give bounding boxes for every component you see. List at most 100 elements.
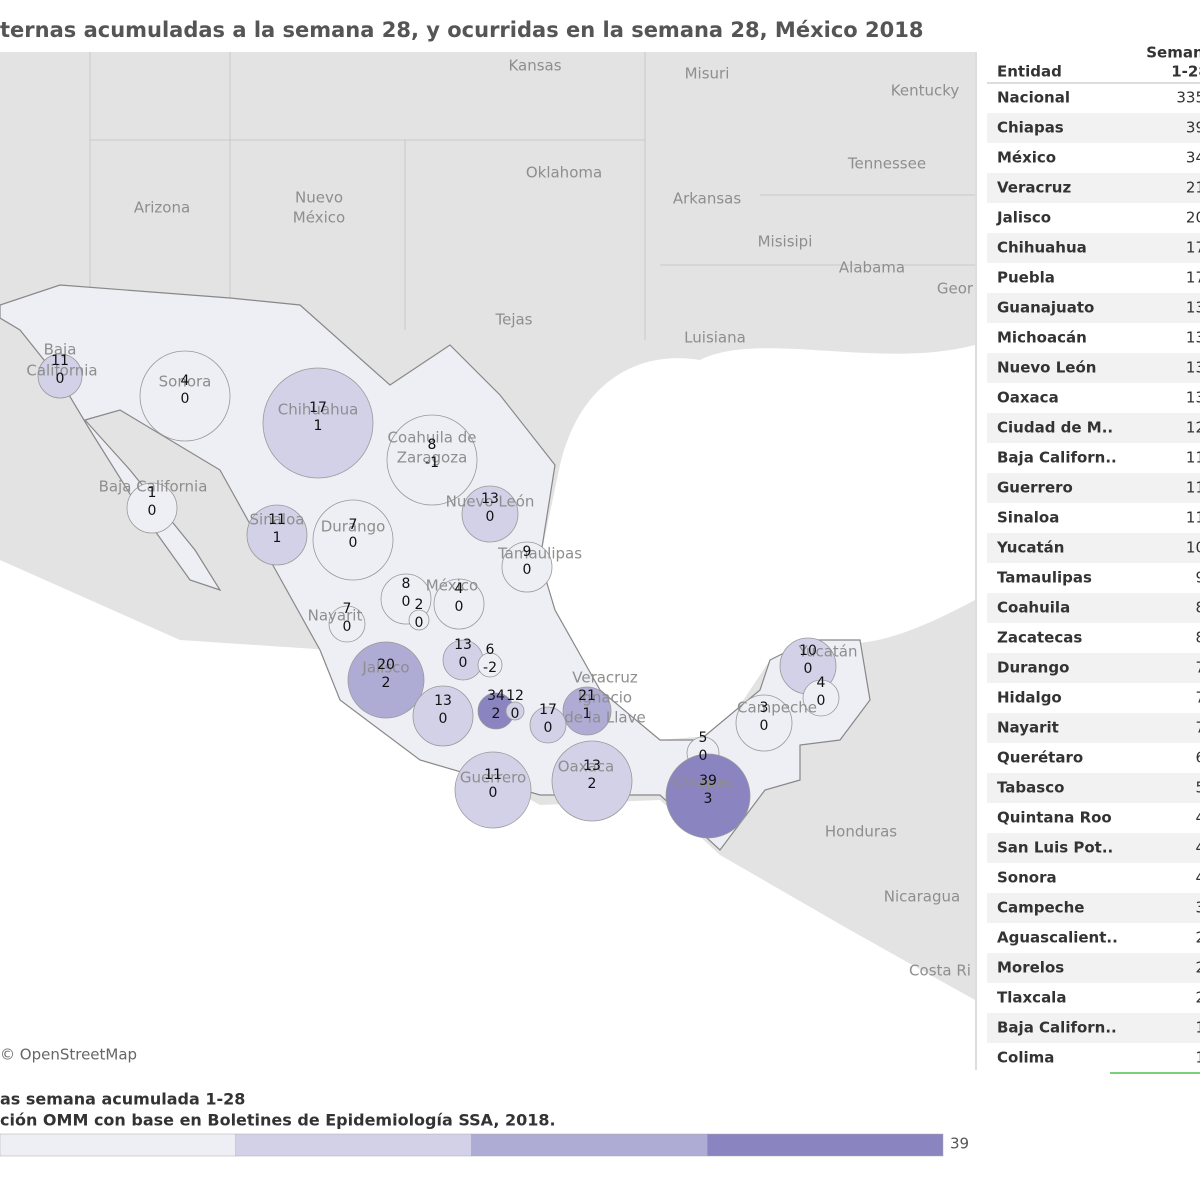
row-bg — [987, 1013, 1200, 1043]
state-week: 0 — [699, 748, 708, 764]
state-week: -2 — [483, 660, 497, 676]
state-week: 0 — [402, 594, 411, 610]
value: 1 — [1195, 1049, 1200, 1067]
state-week: 0 — [148, 503, 157, 519]
place-label: Veracruz — [572, 669, 638, 687]
entidad: Yucatán — [996, 539, 1064, 557]
value: 8 — [1195, 629, 1200, 647]
value: 13 — [1186, 359, 1200, 377]
state — [408, 609, 430, 631]
state-total: 39 — [699, 773, 717, 789]
header: Semana — [1146, 44, 1200, 62]
state-week: 0 — [415, 615, 424, 631]
row-bg — [987, 593, 1200, 623]
state-week: 0 — [523, 562, 532, 578]
value: 13 — [1186, 299, 1200, 317]
state-week: 0 — [544, 720, 553, 736]
value: 7 — [1195, 659, 1200, 677]
entidad: Sinaloa — [997, 509, 1059, 527]
state-total: 4 — [455, 581, 464, 597]
map: Kansas Misuri Kentucky Oklahoma Tennessee Ari… — [0, 52, 975, 1070]
entidad: Tamaulipas — [997, 569, 1092, 587]
state-total: 6 — [486, 642, 495, 658]
entidad: Quintana Roo — [997, 809, 1112, 827]
value: 9 — [1195, 569, 1200, 587]
state-total: 11 — [51, 353, 69, 369]
row-bg — [987, 473, 1200, 503]
place-label: Chihuahua — [278, 401, 359, 419]
legend-max: 39 — [950, 1135, 969, 1153]
entidad: Jalisco — [996, 209, 1051, 227]
place-label: Sonora — [159, 373, 212, 391]
state — [139, 350, 231, 442]
value: 2 — [1195, 929, 1200, 947]
state-total: 1 — [148, 485, 157, 501]
title: ternas acumuladas a la semana 28, y ocur… — [0, 18, 923, 42]
state-week: 1 — [583, 706, 592, 722]
value: 8 — [1195, 599, 1200, 617]
state — [262, 367, 374, 479]
value: 11 — [1186, 479, 1200, 497]
state-total: 10 — [799, 643, 817, 659]
state — [461, 485, 519, 543]
entidad: Aguascalient.. — [997, 929, 1118, 947]
value: 2 — [1195, 989, 1200, 1007]
state — [551, 740, 633, 822]
value: 10 — [1186, 539, 1200, 557]
place-label: Honduras — [825, 823, 897, 841]
place-label: Kansas — [508, 57, 561, 75]
state-week: 1 — [314, 418, 323, 434]
place-label: Yucatán — [798, 643, 858, 661]
state — [735, 694, 793, 752]
state-week: 0 — [56, 371, 65, 387]
legend-step — [0, 1133, 236, 1157]
entidad: Puebla — [997, 269, 1055, 287]
state-week: 0 — [817, 693, 826, 709]
state-total: 3 — [760, 700, 769, 716]
state-week: 2 — [382, 675, 391, 691]
state-total: 17 — [539, 702, 557, 718]
value: 4 — [1195, 869, 1200, 887]
place-label: Sinaloa — [250, 511, 305, 529]
entidad: San Luis Pot.. — [997, 839, 1113, 857]
place-label: Tamaulipas — [497, 545, 582, 563]
state-total: 11 — [268, 512, 286, 528]
place-label: Nayarit — [308, 607, 363, 625]
state — [665, 753, 751, 839]
place-label: Misuri — [685, 65, 730, 83]
place-label: Baja — [44, 341, 77, 359]
state — [312, 499, 394, 581]
place-label: Nicaragua — [884, 888, 960, 906]
state-total: 13 — [454, 637, 472, 653]
entidad: Sonora — [997, 869, 1057, 887]
row-bg — [987, 953, 1200, 983]
value: 11 — [1186, 449, 1200, 467]
row-bg — [987, 893, 1200, 923]
entidad: Durango — [997, 659, 1069, 677]
value: 6 — [1195, 749, 1200, 767]
entidad: Zacatecas — [997, 629, 1082, 647]
state-total: 7 — [343, 601, 352, 617]
value: 7 — [1195, 719, 1200, 737]
value: 39 — [1186, 119, 1200, 137]
place-label: Campeche — [737, 699, 817, 717]
state-total: 13 — [583, 758, 601, 774]
state-week: 2 — [492, 706, 501, 722]
state — [505, 701, 525, 721]
legend-title: as semana acumulada 1-28 — [0, 1090, 245, 1109]
entidad: Tlaxcala — [997, 989, 1066, 1007]
value: 4 — [1195, 809, 1200, 827]
entidad: Baja Californ.. — [997, 449, 1117, 467]
entidad: Chiapas — [997, 119, 1064, 137]
value: 11 — [1186, 509, 1200, 527]
entidad: Querétaro — [997, 749, 1083, 767]
borders — [89, 52, 975, 340]
place-label: México — [426, 577, 478, 595]
state-week: 0 — [511, 706, 520, 722]
entidad: Nuevo León — [997, 359, 1096, 377]
value: 13 — [1186, 389, 1200, 407]
entidad: Nacional — [997, 89, 1070, 107]
place-label: Baja California — [99, 478, 208, 496]
place-label: Chiapas — [673, 774, 733, 792]
place-label: Ignacio — [578, 689, 632, 707]
